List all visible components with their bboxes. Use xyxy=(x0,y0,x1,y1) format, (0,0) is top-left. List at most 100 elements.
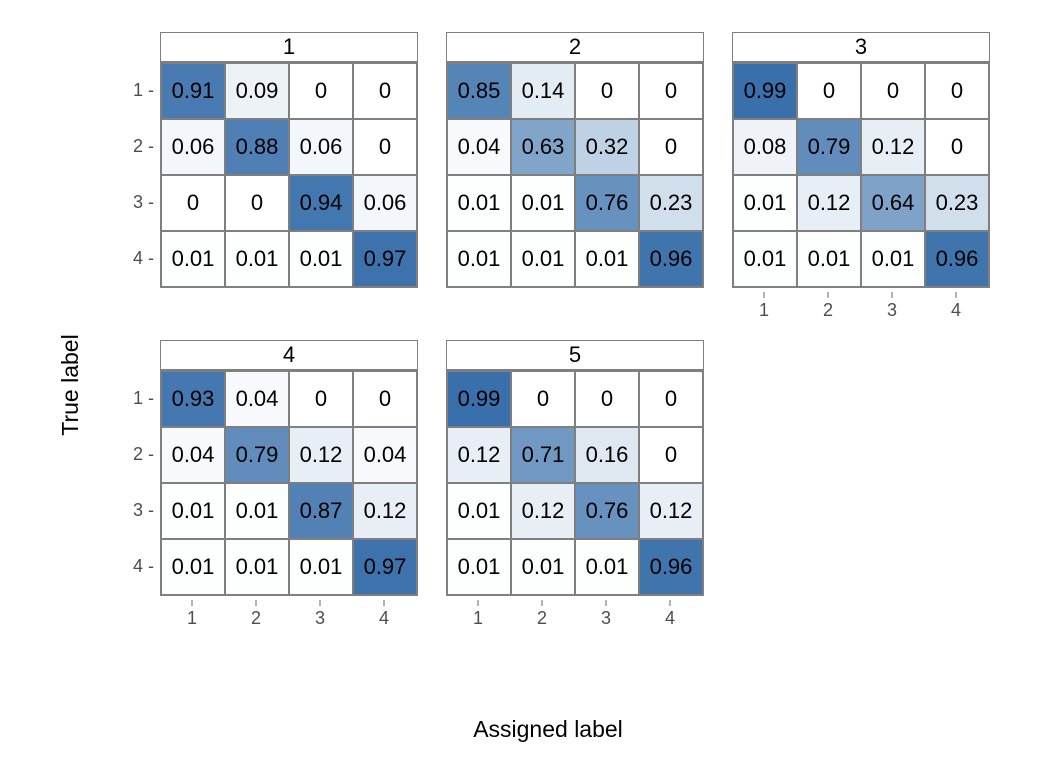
heatmap-cell: 0.96 xyxy=(639,231,703,287)
heatmap-cell: 0.01 xyxy=(161,231,225,287)
panel-title-strip: 2 xyxy=(446,32,704,62)
heatmap-row: 0.010.010.010.97 xyxy=(161,231,417,287)
heatmap-cell: 0.01 xyxy=(447,483,511,539)
heatmap-cell: 0.06 xyxy=(161,119,225,175)
heatmap-cell: 0.01 xyxy=(161,483,225,539)
heatmap-row: 0.930.0400 xyxy=(161,371,417,427)
heatmap-cell: 0.12 xyxy=(639,483,703,539)
heatmap-cell: 0.12 xyxy=(861,119,925,175)
heatmap-cell: 0.16 xyxy=(575,427,639,483)
x-tick: 3 xyxy=(288,608,352,629)
y-tick: 2 - xyxy=(130,118,154,174)
heatmap-cell: 0 xyxy=(353,119,417,175)
heatmap-row: 0.010.010.010.96 xyxy=(733,231,989,287)
heatmap-cell: 0.96 xyxy=(639,539,703,595)
heatmap-cell: 0 xyxy=(161,175,225,231)
heatmap-cell: 0.09 xyxy=(225,63,289,119)
heatmap-cell: 0.01 xyxy=(575,539,639,595)
heatmap-cell: 0.87 xyxy=(289,483,353,539)
heatmap-cell: 0.01 xyxy=(861,231,925,287)
heatmap-cell: 0.04 xyxy=(353,427,417,483)
heatmap-cell: 0.96 xyxy=(925,231,989,287)
heatmap-cell: 0 xyxy=(639,119,703,175)
x-tick: 4 xyxy=(352,608,416,629)
x-ticks: 1234 xyxy=(160,600,416,628)
heatmap-cell: 0.79 xyxy=(797,119,861,175)
heatmap-cell: 0 xyxy=(925,63,989,119)
heatmap-row: 0.060.880.060 xyxy=(161,119,417,175)
heatmap-cell: 0 xyxy=(289,63,353,119)
y-tick: 3 - xyxy=(130,174,154,230)
heatmap-row: 0.010.010.870.12 xyxy=(161,483,417,539)
heatmap-row: 0.010.010.760.23 xyxy=(447,175,703,231)
heatmap-cell: 0.91 xyxy=(161,63,225,119)
heatmap-cell: 0 xyxy=(511,371,575,427)
heatmap-cell: 0.01 xyxy=(733,231,797,287)
heatmap-cell: 0 xyxy=(353,63,417,119)
heatmap-cell: 0 xyxy=(639,63,703,119)
heatmap-row: 0.910.0900 xyxy=(161,63,417,119)
heatmap-row: 0.99000 xyxy=(733,63,989,119)
heatmap-cell: 0.04 xyxy=(161,427,225,483)
heatmap-row: 0.010.120.760.12 xyxy=(447,483,703,539)
heatmap-cell: 0.12 xyxy=(797,175,861,231)
heatmap-row: 0.040.630.320 xyxy=(447,119,703,175)
heatmap-grid: 0.850.14000.040.630.3200.010.010.760.230… xyxy=(446,62,704,288)
heatmap-cell: 0.01 xyxy=(289,539,353,595)
heatmap-grid: 0.930.04000.040.790.120.040.010.010.870.… xyxy=(160,370,418,596)
heatmap-grid: 0.910.09000.060.880.060000.940.060.010.0… xyxy=(160,62,418,288)
heatmap-row: 0.040.790.120.04 xyxy=(161,427,417,483)
heatmap-cell: 0.71 xyxy=(511,427,575,483)
heatmap-cell: 0.01 xyxy=(447,539,511,595)
heatmap-cell: 0.97 xyxy=(353,231,417,287)
panel-title-strip: 1 xyxy=(160,32,418,62)
heatmap-grid: 0.990000.080.790.1200.010.120.640.230.01… xyxy=(732,62,990,288)
heatmap-cell: 0.94 xyxy=(289,175,353,231)
x-tick: 2 xyxy=(224,608,288,629)
heatmap-cell: 0.01 xyxy=(511,539,575,595)
heatmap-cell: 0.76 xyxy=(575,483,639,539)
heatmap-cell: 0.99 xyxy=(447,371,511,427)
heatmap-row: 0.010.120.640.23 xyxy=(733,175,989,231)
x-tick: 4 xyxy=(924,300,988,321)
panel-grid: 11 -2 -3 -4 -0.910.09000.060.880.060000.… xyxy=(130,32,1056,628)
x-ticks: 1234 xyxy=(732,292,988,320)
heatmap-row: 0.850.1400 xyxy=(447,63,703,119)
heatmap-cell: 0.04 xyxy=(447,119,511,175)
heatmap-cell: 0.93 xyxy=(161,371,225,427)
heatmap-row: 0.120.710.160 xyxy=(447,427,703,483)
panel: 11 -2 -3 -4 -0.910.09000.060.880.060000.… xyxy=(130,32,418,320)
heatmap-cell: 0.14 xyxy=(511,63,575,119)
heatmap-cell: 0.04 xyxy=(225,371,289,427)
heatmap-row: 0.010.010.010.96 xyxy=(447,539,703,595)
heatmap-cell: 0 xyxy=(575,371,639,427)
heatmap-cell: 0 xyxy=(925,119,989,175)
heatmap-row: 000.940.06 xyxy=(161,175,417,231)
heatmap-cell: 0.01 xyxy=(225,539,289,595)
heatmap-cell: 0.88 xyxy=(225,119,289,175)
heatmap-cell: 0.99 xyxy=(733,63,797,119)
y-tick: 4 - xyxy=(130,538,154,594)
heatmap-cell: 0.01 xyxy=(575,231,639,287)
heatmap-cell: 0.01 xyxy=(447,175,511,231)
x-tick: 2 xyxy=(510,608,574,629)
panel-title-strip: 5 xyxy=(446,340,704,370)
y-ticks: 1 -2 -3 -4 - xyxy=(130,370,154,594)
heatmap-cell: 0.85 xyxy=(447,63,511,119)
x-tick: 3 xyxy=(860,300,924,321)
heatmap-cell: 0 xyxy=(861,63,925,119)
y-tick: 2 - xyxy=(130,426,154,482)
panel: 30.990000.080.790.1200.010.120.640.230.0… xyxy=(732,32,990,320)
heatmap-row: 0.010.010.010.97 xyxy=(161,539,417,595)
heatmap-cell: 0.64 xyxy=(861,175,925,231)
x-tick: 1 xyxy=(732,300,796,321)
heatmap-cell: 0.01 xyxy=(161,539,225,595)
heatmap-cell: 0.12 xyxy=(511,483,575,539)
heatmap-cell: 0.76 xyxy=(575,175,639,231)
heatmap-cell: 0.01 xyxy=(225,231,289,287)
x-tick: 2 xyxy=(796,300,860,321)
heatmap-cell: 0.01 xyxy=(511,175,575,231)
y-ticks: 1 -2 -3 -4 - xyxy=(130,62,154,286)
panel: 41 -2 -3 -4 -0.930.04000.040.790.120.040… xyxy=(130,340,418,628)
heatmap-cell: 0.01 xyxy=(797,231,861,287)
